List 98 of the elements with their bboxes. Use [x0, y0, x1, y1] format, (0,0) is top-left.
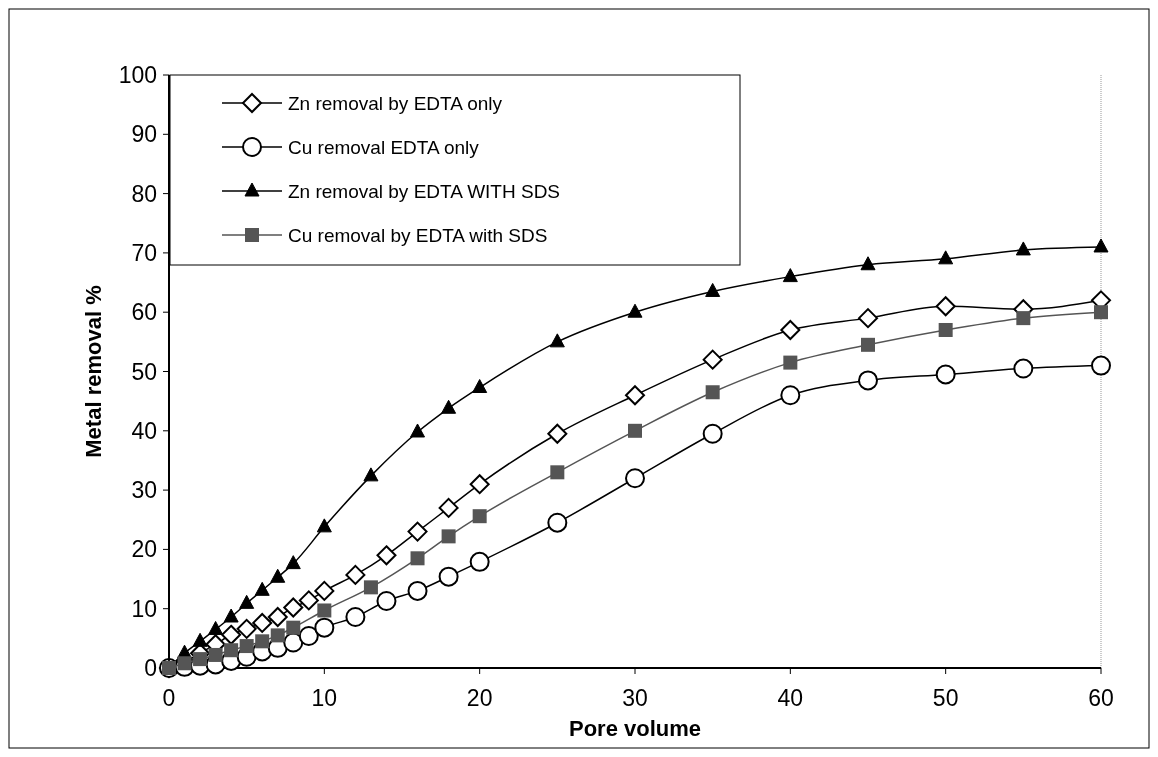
- point: [625, 468, 645, 489]
- point: [547, 423, 568, 444]
- point: [938, 250, 954, 265]
- x-tick-label: 20: [466, 685, 493, 711]
- point: [283, 597, 304, 618]
- legend-label: Cu removal by EDTA with SDS: [288, 224, 548, 246]
- point: [285, 555, 301, 570]
- x-tick-label: 30: [622, 685, 648, 711]
- point: [255, 634, 270, 649]
- point: [705, 385, 720, 400]
- y-tick-label: 80: [131, 180, 157, 207]
- point: [858, 370, 878, 391]
- x-tick-label: 50: [932, 685, 959, 711]
- point: [860, 256, 876, 271]
- point: [239, 594, 255, 609]
- point: [345, 564, 366, 585]
- point: [345, 607, 366, 627]
- point: [363, 580, 378, 595]
- point: [1094, 305, 1108, 320]
- x-tick-label: 0: [162, 685, 176, 711]
- point: [267, 607, 288, 627]
- point: [410, 423, 426, 438]
- point: [441, 399, 457, 414]
- point: [407, 521, 428, 542]
- y-tick-label: 100: [118, 62, 157, 89]
- point: [472, 509, 487, 524]
- point: [298, 590, 319, 611]
- point: [252, 612, 273, 633]
- point: [317, 603, 332, 618]
- point: [410, 551, 425, 566]
- y-tick-label: 30: [131, 477, 157, 504]
- point: [314, 580, 335, 601]
- point: [472, 379, 488, 394]
- point: [270, 628, 285, 643]
- point: [702, 349, 723, 370]
- point: [270, 568, 286, 583]
- point: [1091, 355, 1111, 376]
- point: [1016, 311, 1031, 326]
- point: [193, 652, 208, 667]
- legend-label: Zn removal by EDTA only: [288, 92, 503, 114]
- y-tick-label: 40: [131, 417, 157, 444]
- point: [702, 423, 723, 444]
- point: [705, 282, 721, 297]
- point: [438, 566, 459, 587]
- point: [177, 656, 192, 671]
- point: [550, 465, 565, 480]
- point: [438, 497, 459, 518]
- x-tick-label: 60: [1088, 685, 1114, 711]
- point: [376, 545, 397, 566]
- point: [547, 512, 568, 533]
- y-tick-label: 60: [131, 299, 157, 326]
- point: [239, 639, 254, 654]
- point: [780, 319, 801, 340]
- y-tick-label: 50: [131, 358, 157, 385]
- point: [469, 551, 490, 572]
- point: [376, 590, 397, 611]
- point: [625, 385, 645, 406]
- legend-label: Cu removal EDTA only: [288, 136, 480, 158]
- point: [298, 625, 319, 646]
- point: [549, 333, 565, 348]
- y-tick-label: 70: [131, 239, 157, 266]
- point: [783, 355, 798, 370]
- point: [221, 624, 242, 645]
- y-tick-label: 20: [131, 536, 157, 563]
- point: [236, 618, 257, 639]
- point: [363, 467, 379, 482]
- point: [316, 518, 332, 533]
- point: [1093, 238, 1109, 253]
- point: [938, 322, 953, 337]
- point: [858, 308, 878, 329]
- point: [441, 529, 456, 544]
- point: [861, 337, 875, 352]
- x-axis-title: Pore volume: [568, 716, 702, 741]
- point: [286, 620, 301, 635]
- point: [935, 296, 956, 317]
- point: [1013, 358, 1034, 379]
- point: [224, 643, 239, 658]
- point: [1015, 241, 1031, 256]
- point: [469, 474, 490, 495]
- point: [223, 608, 239, 623]
- legend-label: Zn removal by EDTA WITH SDS: [288, 180, 561, 202]
- point: [192, 632, 208, 647]
- point: [627, 303, 643, 318]
- point: [314, 617, 335, 638]
- point: [208, 620, 224, 635]
- point: [780, 385, 801, 406]
- y-tick-label: 0: [144, 655, 157, 682]
- point: [935, 364, 956, 385]
- point: [782, 268, 798, 283]
- point: [628, 423, 642, 438]
- y-axis-title: Metal removal %: [81, 285, 106, 458]
- x-tick-label: 10: [311, 685, 338, 711]
- point: [407, 580, 428, 601]
- y-tick-label: 90: [131, 121, 157, 148]
- point: [208, 647, 223, 662]
- x-tick-label: 40: [777, 685, 804, 711]
- point: [254, 581, 270, 596]
- y-tick-label: 10: [131, 595, 157, 622]
